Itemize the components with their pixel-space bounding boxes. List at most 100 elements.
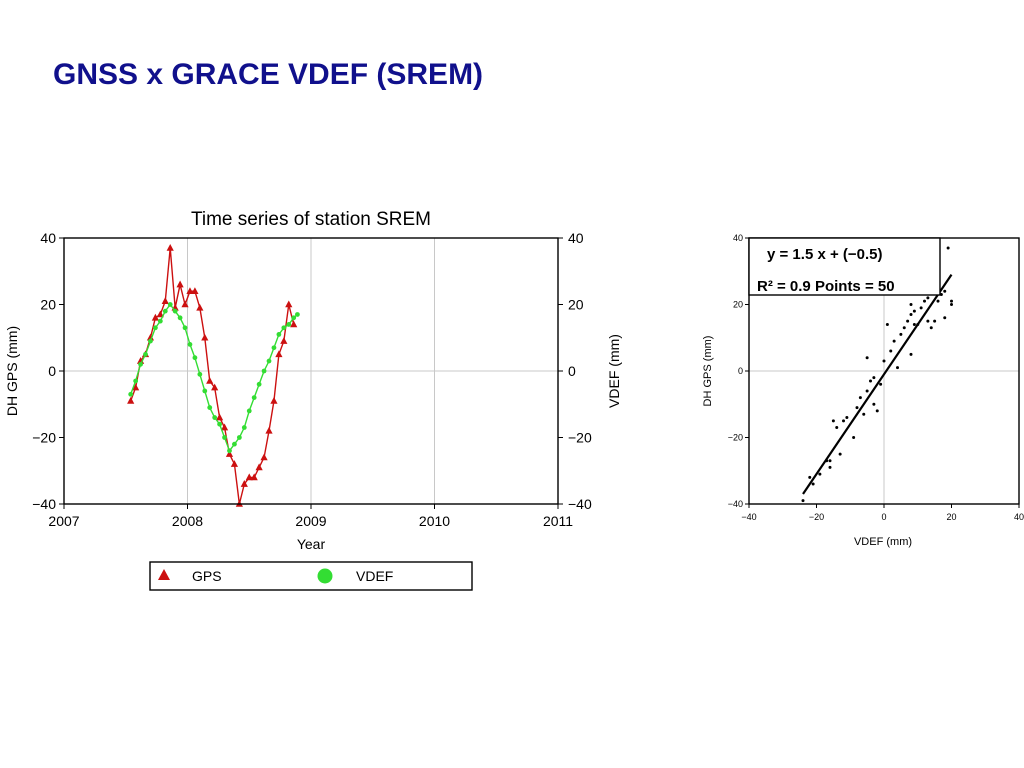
ts-ytick-label-right: 20 bbox=[568, 297, 584, 313]
gps-point bbox=[260, 453, 268, 461]
sc-point bbox=[912, 322, 916, 326]
gps-point bbox=[127, 396, 135, 404]
sc-point bbox=[902, 326, 906, 330]
vdef-point bbox=[177, 315, 183, 321]
vdef-point bbox=[148, 338, 153, 344]
sc-xtick-label: −20 bbox=[809, 512, 824, 522]
ts-xtick-label: 2010 bbox=[419, 513, 450, 529]
vdef-point bbox=[197, 371, 203, 377]
gps-point bbox=[230, 460, 239, 467]
sc-point bbox=[852, 436, 856, 439]
gps-point bbox=[186, 287, 194, 294]
sc-point bbox=[912, 309, 916, 313]
ts-gridlines bbox=[64, 238, 558, 504]
legend-vdef-marker-icon bbox=[317, 568, 333, 584]
sc-point bbox=[936, 299, 940, 303]
sc-point bbox=[950, 303, 953, 306]
sc-point bbox=[885, 322, 889, 326]
sc-annotation-box bbox=[748, 237, 941, 296]
vdef-point bbox=[227, 448, 232, 454]
gps-point bbox=[181, 300, 189, 308]
sc-point bbox=[929, 326, 933, 330]
sc-point bbox=[865, 389, 869, 393]
vdef-point bbox=[138, 361, 143, 367]
vdef-point bbox=[222, 435, 227, 440]
vdef-point bbox=[133, 378, 139, 384]
ts-ytick-label-right: 40 bbox=[568, 230, 584, 246]
sc-stats: R² = 0.9 Points = 50 bbox=[757, 278, 895, 295]
vdef-point bbox=[182, 325, 188, 331]
sc-point bbox=[946, 246, 950, 250]
gps-point bbox=[245, 473, 253, 481]
gps-point bbox=[196, 303, 204, 311]
vdef-point bbox=[192, 355, 198, 361]
ts-ytick-label-left: −20 bbox=[32, 430, 56, 446]
sc-point bbox=[855, 406, 859, 410]
sc-point bbox=[882, 359, 886, 363]
sc-xtick-label: 20 bbox=[946, 512, 956, 522]
sc-point bbox=[862, 412, 866, 416]
ts-xtick-label: 2007 bbox=[48, 513, 79, 529]
gps-point bbox=[191, 287, 199, 294]
sc-point bbox=[906, 319, 910, 323]
sc-fit-line bbox=[802, 273, 953, 495]
sc-ytick-label: 0 bbox=[738, 366, 743, 376]
sc-point bbox=[869, 379, 872, 383]
vdef-point bbox=[207, 405, 213, 410]
sc-point bbox=[943, 316, 947, 320]
vdef-point bbox=[266, 358, 272, 364]
gps-point bbox=[270, 396, 278, 404]
gps-point bbox=[290, 320, 298, 328]
sc-point bbox=[858, 396, 862, 400]
gps-point bbox=[280, 337, 288, 344]
ts-xtick-label: 2008 bbox=[172, 513, 203, 529]
sc-point bbox=[950, 299, 953, 303]
gps-point bbox=[206, 376, 214, 384]
vdef-point bbox=[276, 332, 282, 337]
sc-point bbox=[842, 419, 845, 423]
ts-ytick-label-left: 40 bbox=[40, 230, 56, 246]
vdef-point bbox=[152, 325, 158, 331]
sc-xtick-label: −40 bbox=[741, 512, 756, 522]
sc-point bbox=[872, 402, 876, 406]
vdef-point bbox=[261, 368, 267, 374]
vdef-point bbox=[157, 318, 163, 324]
sc-point bbox=[831, 419, 835, 423]
sc-point bbox=[926, 296, 930, 300]
vdef-point bbox=[246, 408, 252, 414]
sc-point bbox=[926, 319, 930, 323]
ts-xlabel: Year bbox=[297, 536, 326, 552]
sc-point bbox=[801, 499, 805, 503]
gps-point bbox=[211, 383, 219, 391]
vdef-point bbox=[232, 441, 237, 447]
sc-point bbox=[919, 306, 923, 310]
gps-point bbox=[285, 300, 293, 308]
vdef-point bbox=[236, 435, 242, 440]
sc-point bbox=[933, 319, 937, 323]
vdef-point bbox=[256, 381, 262, 387]
vdef-point bbox=[281, 325, 287, 331]
gps-point bbox=[225, 450, 234, 457]
sc-point bbox=[879, 382, 883, 386]
vdef-point bbox=[172, 308, 178, 314]
gps-point bbox=[216, 413, 224, 421]
gps-point bbox=[166, 243, 174, 251]
sc-point bbox=[828, 459, 832, 463]
ts-ytick-label-right: 0 bbox=[568, 363, 576, 379]
ts-xtick-label: 2011 bbox=[543, 513, 573, 529]
sc-point bbox=[838, 452, 842, 456]
ts-ytick-label-left: 20 bbox=[40, 297, 56, 313]
sc-point bbox=[872, 376, 876, 380]
sc-xlabel: VDEF (mm) bbox=[854, 536, 912, 548]
gps-point bbox=[161, 297, 169, 304]
gps-point bbox=[255, 463, 263, 471]
sc-point bbox=[909, 352, 913, 356]
sc-ytick-label: 40 bbox=[733, 233, 743, 243]
vdef-point bbox=[128, 391, 134, 397]
ts-ytick-label-left: −40 bbox=[32, 496, 56, 512]
vdef-point bbox=[271, 345, 277, 351]
sc-ytick-label: −40 bbox=[728, 499, 743, 509]
gps-point bbox=[146, 333, 155, 341]
ts-ytick-label-left: 0 bbox=[48, 363, 56, 379]
